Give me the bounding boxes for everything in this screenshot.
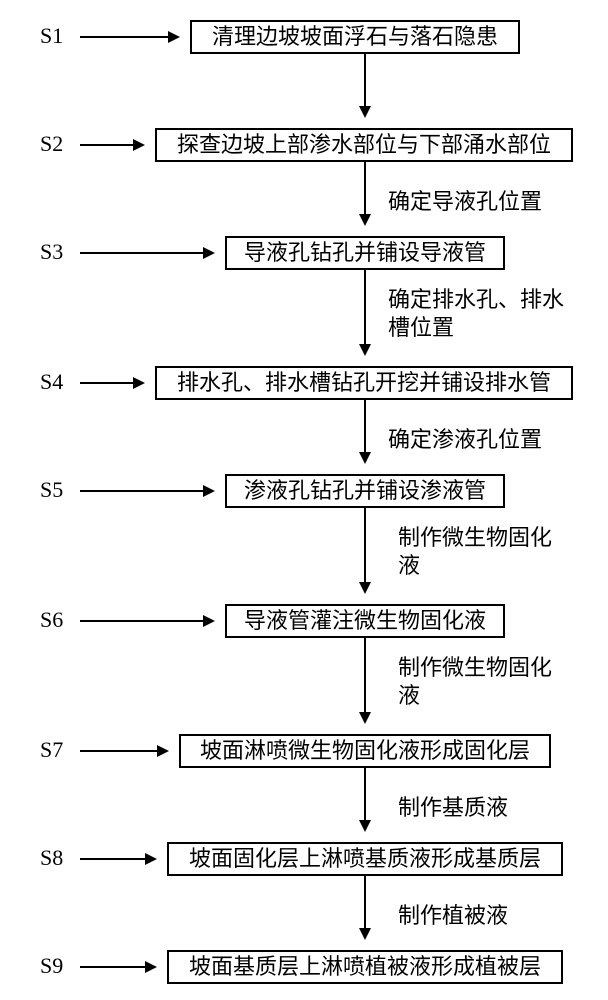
edge-arrow-6 — [364, 638, 366, 722]
edge-label-8: 制作植被液 — [398, 902, 558, 930]
label-arrow-s3 — [80, 252, 213, 254]
step-box-s1: 清理边坡坡面浮石与落石隐患 — [190, 20, 520, 54]
edge-label-2: 确定导液孔位置 — [388, 188, 588, 216]
step-label-s7: S7 — [40, 734, 63, 766]
step-label-s3: S3 — [40, 236, 63, 268]
edge-arrow-4 — [364, 400, 366, 462]
step-box-s9: 坡面基质层上淋喷植被液形成植被层 — [167, 950, 563, 984]
step-label-s6: S6 — [40, 604, 63, 636]
label-arrow-s6 — [80, 620, 213, 622]
edge-label-7: 制作基质液 — [398, 794, 558, 822]
step-label-s4: S4 — [40, 366, 63, 398]
label-arrow-s7 — [80, 750, 167, 752]
step-label-s5: S5 — [40, 474, 63, 506]
label-arrow-s8 — [80, 858, 155, 860]
step-label-s9: S9 — [40, 950, 63, 982]
step-box-s8: 坡面固化层上淋喷基质液形成基质层 — [167, 842, 563, 876]
step-label-s1: S1 — [40, 20, 63, 52]
step-label-s2: S2 — [40, 128, 63, 160]
edge-label-5: 制作微生物固化液 — [398, 524, 558, 580]
edge-label-4: 确定渗液孔位置 — [388, 426, 588, 454]
step-box-s6: 导液管灌注微生物固化液 — [225, 604, 505, 638]
edge-label-3: 确定排水孔、排水槽位置 — [388, 286, 568, 342]
step-box-s5: 渗液孔钻孔并铺设渗液管 — [225, 474, 505, 508]
edge-label-6: 制作微生物固化液 — [398, 654, 558, 710]
label-arrow-s4 — [80, 382, 143, 384]
step-box-s4: 排水孔、排水槽钻孔开挖并铺设排水管 — [155, 366, 573, 400]
edge-arrow-2 — [364, 162, 366, 224]
edge-arrow-7 — [364, 768, 366, 830]
flowchart-container: S1 清理边坡坡面浮石与落石隐患 S2 探查边坡上部渗水部位与下部涌水部位 S3 导液孔钻… — [0, 0, 608, 1000]
step-box-s3: 导液孔钻孔并铺设导液管 — [225, 236, 505, 270]
label-arrow-s1 — [80, 36, 178, 38]
step-label-s8: S8 — [40, 842, 63, 874]
edge-arrow-8 — [364, 876, 366, 938]
edge-arrow-5 — [364, 508, 366, 592]
edge-arrow-3 — [364, 270, 366, 354]
label-arrow-s9 — [80, 966, 155, 968]
label-arrow-s5 — [80, 490, 213, 492]
edge-arrow-1 — [364, 54, 366, 116]
label-arrow-s2 — [80, 144, 143, 146]
step-box-s2: 探查边坡上部渗水部位与下部涌水部位 — [155, 128, 573, 162]
step-box-s7: 坡面淋喷微生物固化液形成固化层 — [179, 734, 551, 768]
